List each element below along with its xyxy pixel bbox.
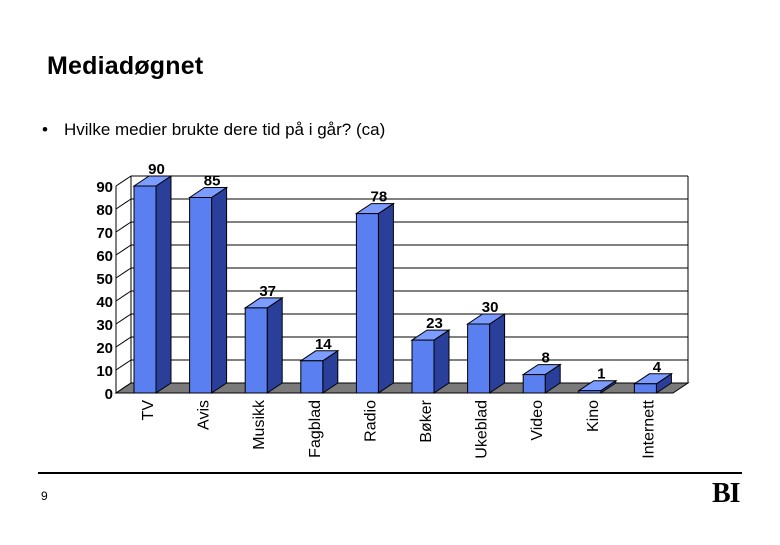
x-tick-label: Internett (640, 399, 657, 458)
x-tick-label: Bøker (418, 399, 435, 442)
bar (133, 185, 157, 394)
bar (300, 360, 324, 394)
bar (578, 390, 602, 394)
data-label: 78 (371, 189, 388, 206)
bi-logo: BI (712, 478, 741, 509)
gridline-depth (115, 175, 132, 187)
data-label: 23 (426, 315, 443, 332)
y-tick-label: 80 (96, 202, 113, 219)
x-tick-label: Radio (362, 400, 379, 442)
bar-side (433, 329, 450, 394)
x-tick-label: Video (529, 400, 546, 441)
data-label: 14 (315, 336, 332, 353)
gridline-depth (115, 244, 132, 256)
data-label: 8 (542, 350, 550, 367)
bullet-text: Hvilke medier brukte dere tid på i går? … (64, 120, 386, 139)
data-label: 30 (482, 299, 499, 316)
y-tick-label: 0 (105, 386, 113, 403)
slide-title: Mediadøgnet (47, 52, 204, 80)
y-tick-label: 60 (96, 248, 113, 265)
bar-side (489, 313, 506, 394)
y-tick-label: 50 (96, 271, 113, 288)
page-number: 9 (41, 489, 48, 503)
bar (244, 307, 268, 394)
y-tick-label: 30 (96, 317, 113, 334)
bar (522, 374, 546, 394)
gridline-depth (115, 221, 132, 233)
gridline-depth (115, 336, 132, 348)
y-tick-label: 90 (96, 179, 113, 196)
data-label: 85 (204, 173, 221, 190)
bar (633, 383, 657, 394)
x-tick-label: Musikk (251, 399, 268, 450)
bar-side (211, 186, 228, 394)
x-tick-label: Kino (585, 400, 602, 432)
bar (189, 197, 213, 394)
gridline-depth (115, 267, 132, 279)
x-tick-label: TV (140, 400, 157, 421)
gridline-depth (115, 359, 132, 371)
data-label: 1 (597, 366, 605, 383)
x-tick-label: Ukeblad (474, 400, 491, 459)
footer-divider (38, 472, 742, 474)
bar (467, 323, 491, 394)
x-tick-label: Fagblad (307, 400, 324, 458)
y-tick-label: 40 (96, 294, 113, 311)
gridline-depth (115, 198, 132, 210)
bar (355, 213, 379, 394)
gridline-depth (115, 313, 132, 325)
data-label: 90 (148, 161, 165, 178)
y-tick-label: 20 (96, 340, 113, 357)
bar-side (155, 175, 172, 394)
bar-side (377, 202, 394, 394)
bar-side (266, 296, 283, 394)
bullet-marker: • (42, 120, 48, 139)
data-label: 4 (653, 359, 662, 376)
bar (411, 339, 435, 394)
data-label: 37 (259, 283, 276, 300)
gridline-depth (115, 290, 132, 302)
y-tick-label: 70 (96, 225, 113, 242)
bullet-item: • Hvilke medier brukte dere tid på i går?… (42, 120, 385, 140)
y-tick-label: 10 (96, 363, 113, 380)
x-tick-label: Avis (196, 400, 213, 430)
